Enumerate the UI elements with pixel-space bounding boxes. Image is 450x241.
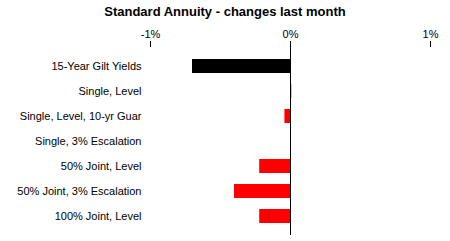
svg-text:50% Joint, 3% Escalation: 50% Joint, 3% Escalation [17,185,141,197]
svg-text:Single, Level: Single, Level [79,85,142,97]
svg-text:100% Joint, Level: 100% Joint, Level [55,210,142,222]
svg-text:50% Joint, Level: 50% Joint, Level [61,160,142,172]
svg-text:-1%: -1% [141,28,161,40]
html-text:Standard Annuity - changes las: Standard Annuity - changes last month [104,4,346,19]
svg-text:1%: 1% [423,28,439,40]
svg-text:Single, 3% Escalation: Single, 3% Escalation [35,135,141,147]
svg-text:Single, Level, 10-yr Guar: Single, Level, 10-yr Guar [20,110,142,122]
svg-text:15-Year Gilt Yields: 15-Year Gilt Yields [51,60,142,72]
svg-text:0%: 0% [283,28,299,40]
